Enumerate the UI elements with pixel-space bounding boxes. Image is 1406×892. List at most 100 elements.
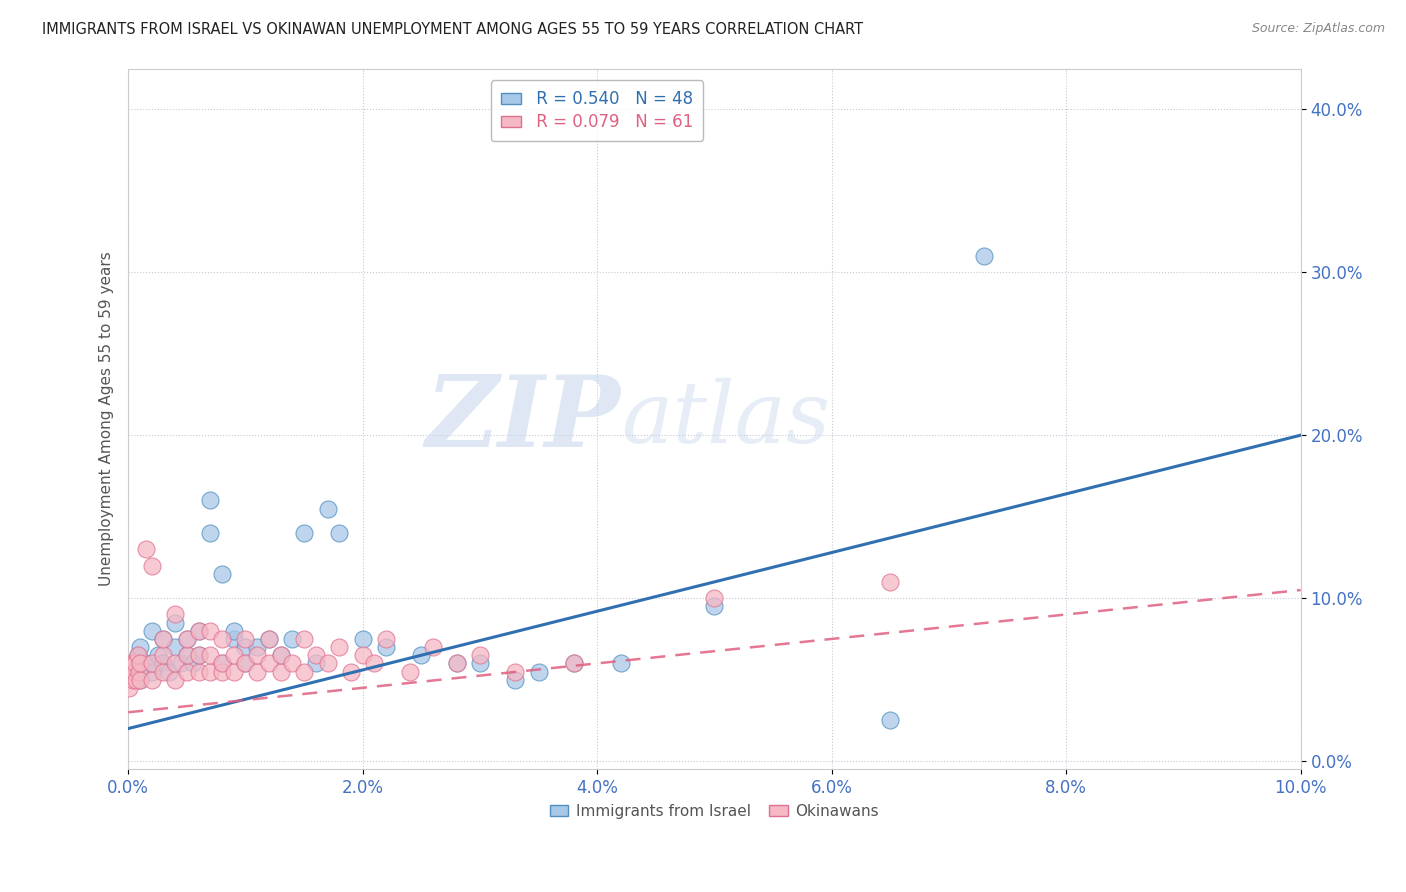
Text: ZIP: ZIP	[426, 371, 620, 467]
Point	[363, 657, 385, 671]
Point	[305, 657, 328, 671]
Text: Source: ZipAtlas.com: Source: ZipAtlas.com	[1251, 22, 1385, 36]
Point	[211, 665, 233, 679]
Point	[446, 657, 468, 671]
Point	[257, 632, 280, 646]
Point	[135, 657, 157, 671]
Point	[187, 624, 209, 638]
Point	[257, 657, 280, 671]
Point	[328, 526, 350, 541]
Point	[446, 657, 468, 671]
Point	[141, 657, 163, 671]
Point	[187, 665, 209, 679]
Point	[292, 526, 315, 541]
Point	[305, 648, 328, 663]
Point	[152, 665, 174, 679]
Point	[141, 665, 163, 679]
Text: IMMIGRANTS FROM ISRAEL VS OKINAWAN UNEMPLOYMENT AMONG AGES 55 TO 59 YEARS CORREL: IMMIGRANTS FROM ISRAEL VS OKINAWAN UNEMP…	[42, 22, 863, 37]
Point	[187, 624, 209, 638]
Point	[973, 249, 995, 263]
Point	[562, 657, 585, 671]
Point	[121, 665, 143, 679]
Point	[176, 665, 198, 679]
Point	[211, 632, 233, 646]
Point	[222, 665, 245, 679]
Point	[200, 624, 222, 638]
Point	[235, 632, 257, 646]
Point	[122, 665, 145, 679]
Point	[129, 657, 152, 671]
Point	[120, 665, 142, 679]
Point	[165, 640, 187, 654]
Point	[157, 665, 180, 679]
Point	[316, 657, 339, 671]
Point	[129, 673, 152, 687]
Point	[352, 648, 374, 663]
Point	[141, 624, 163, 638]
Point	[187, 648, 209, 663]
Point	[125, 673, 148, 687]
Point	[340, 665, 363, 679]
Legend: Immigrants from Israel, Okinawans: Immigrants from Israel, Okinawans	[544, 797, 884, 825]
Point	[270, 648, 292, 663]
Point	[128, 665, 150, 679]
Point	[235, 640, 257, 654]
Point	[375, 632, 398, 646]
Point	[165, 657, 187, 671]
Point	[152, 632, 174, 646]
Point	[176, 648, 198, 663]
Point	[176, 632, 198, 646]
Point	[222, 632, 245, 646]
Point	[703, 599, 725, 614]
Point	[503, 665, 526, 679]
Point	[141, 558, 163, 573]
Point	[176, 648, 198, 663]
Point	[146, 648, 169, 663]
Point	[292, 632, 315, 646]
Point	[211, 566, 233, 581]
Point	[127, 648, 149, 663]
Point	[165, 673, 187, 687]
Point	[292, 665, 315, 679]
Text: atlas: atlas	[620, 377, 830, 460]
Point	[411, 648, 433, 663]
Y-axis label: Unemployment Among Ages 55 to 59 years: Unemployment Among Ages 55 to 59 years	[100, 252, 114, 586]
Point	[127, 648, 149, 663]
Point	[281, 632, 304, 646]
Point	[200, 648, 222, 663]
Point	[703, 591, 725, 606]
Point	[121, 657, 143, 671]
Point	[152, 648, 174, 663]
Point	[165, 607, 187, 622]
Point	[422, 640, 444, 654]
Point	[141, 673, 163, 687]
Point	[468, 657, 491, 671]
Point	[375, 640, 398, 654]
Point	[211, 657, 233, 671]
Point	[181, 657, 204, 671]
Point	[468, 648, 491, 663]
Point	[222, 624, 245, 638]
Point	[527, 665, 550, 679]
Point	[257, 632, 280, 646]
Point	[200, 526, 222, 541]
Point	[165, 615, 187, 630]
Point	[316, 501, 339, 516]
Point	[270, 665, 292, 679]
Point	[187, 648, 209, 663]
Point	[152, 657, 174, 671]
Point	[398, 665, 420, 679]
Point	[170, 657, 193, 671]
Point	[129, 640, 152, 654]
Point	[135, 542, 157, 557]
Point	[246, 665, 269, 679]
Point	[124, 657, 146, 671]
Point	[270, 648, 292, 663]
Point	[246, 640, 269, 654]
Point	[211, 657, 233, 671]
Point	[562, 657, 585, 671]
Point	[352, 632, 374, 646]
Point	[879, 714, 901, 728]
Point	[129, 673, 152, 687]
Point	[281, 657, 304, 671]
